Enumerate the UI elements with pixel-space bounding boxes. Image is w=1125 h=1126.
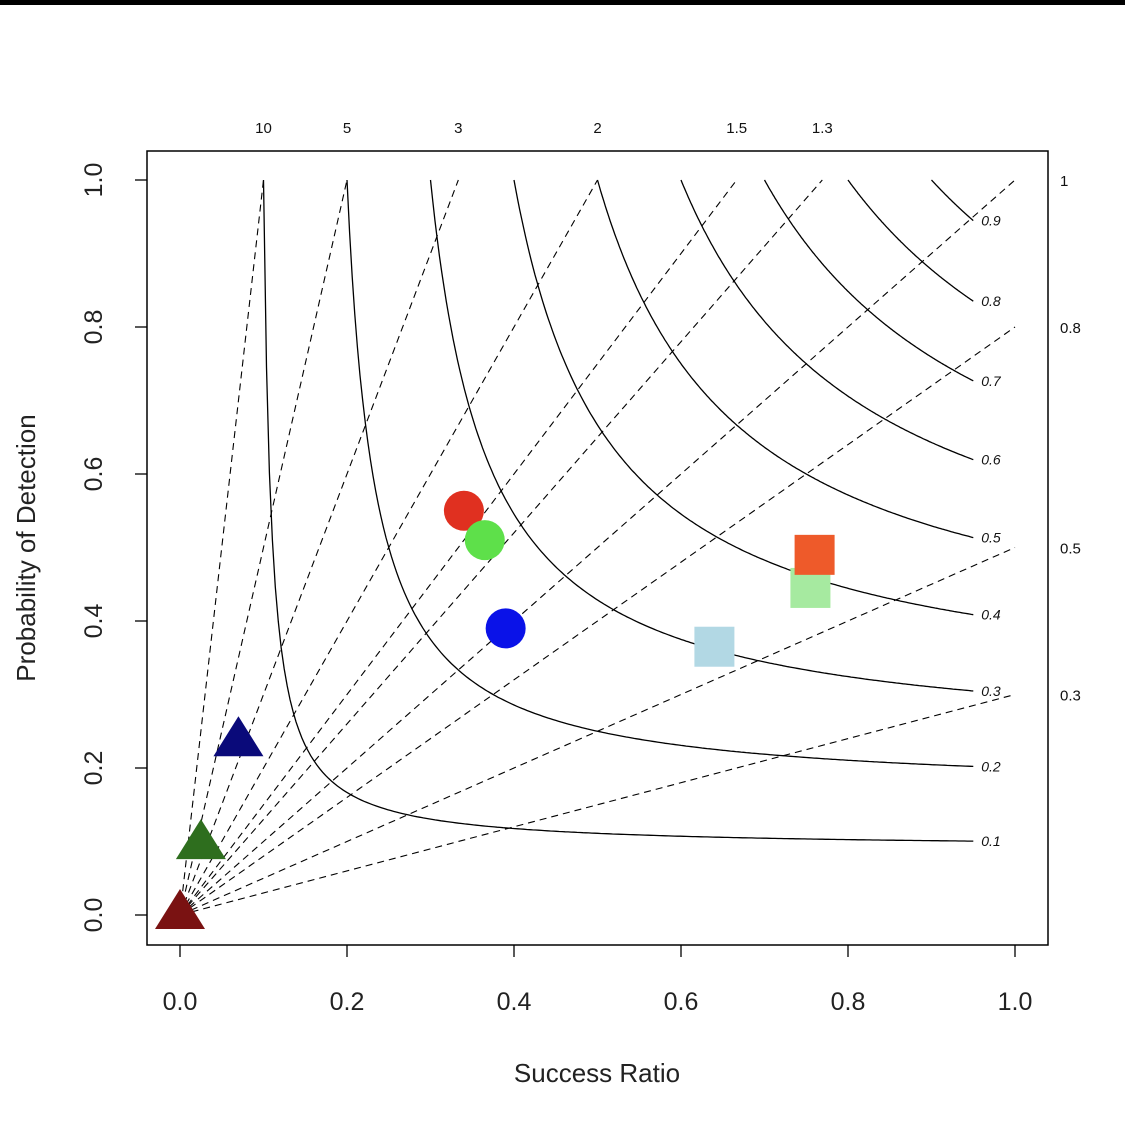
y-tick-label: 1.0 — [80, 163, 108, 198]
data-point-square-5 — [794, 534, 835, 575]
csi-contour-3 — [513, 179, 974, 616]
csi-contour-label: 0.2 — [981, 758, 1001, 774]
bias-line-3 — [179, 179, 598, 916]
y-axis-label: Probability of Detection — [11, 414, 41, 681]
bias-line-label: 1.3 — [812, 120, 833, 137]
top-border-bar — [0, 0, 1125, 5]
bias-line-6 — [179, 179, 1016, 916]
bias-line-label: 3 — [454, 120, 462, 137]
csi-contour-label: 0.8 — [981, 293, 1001, 309]
csi-contour-4 — [596, 179, 974, 539]
csi-contour-label: 0.9 — [981, 213, 1001, 229]
bias-line-2 — [179, 179, 459, 916]
data-point-circle-1 — [464, 520, 505, 561]
data-point-triangle-6 — [213, 716, 264, 757]
data-point-circle-2 — [485, 608, 526, 649]
bias-line-label: 1.5 — [726, 120, 747, 137]
y-tick-label: 0.0 — [80, 898, 108, 933]
csi-contour-label: 0.6 — [981, 452, 1001, 468]
csi-contours: 0.1 0.2 0.3 0.4 0.5 0.6 0.7 0.8 0.9 — [262, 179, 1002, 849]
csi-contour-label: 0.4 — [981, 607, 1001, 623]
csi-contour-0 — [262, 179, 974, 842]
bias-line-label: 0.3 — [1060, 688, 1081, 705]
bias-line-label: 0.5 — [1060, 541, 1081, 558]
bias-line-label: 0.8 — [1060, 320, 1081, 337]
bias-line-9 — [179, 693, 1016, 916]
bias-line-8 — [179, 546, 1016, 916]
x-tick-label: 0.2 — [330, 988, 365, 1016]
x-axis: 0.0 0.2 0.4 0.6 0.8 1.0 — [163, 945, 1033, 1016]
bias-lines: 10 5 3 2 1.5 1.3 1 0.8 0.5 0.3 — [179, 120, 1081, 916]
x-axis-label: Success Ratio — [514, 1058, 680, 1088]
bias-line-label: 10 — [255, 120, 272, 137]
csi-contour-6 — [763, 179, 974, 382]
data-point-circle-0 — [443, 490, 484, 531]
y-tick-label: 0.2 — [80, 751, 108, 786]
y-axis: 0.0 0.2 0.4 0.6 0.8 1.0 — [80, 163, 147, 933]
bias-line-4 — [179, 179, 738, 916]
csi-contour-8 — [931, 179, 974, 222]
bias-line-5 — [179, 179, 823, 916]
x-tick-label: 1.0 — [998, 988, 1033, 1016]
data-points — [155, 490, 835, 929]
csi-contour-label: 0.3 — [981, 683, 1001, 699]
csi-contour-5 — [680, 179, 974, 461]
data-point-triangle-8 — [155, 889, 205, 929]
bias-line-label: 2 — [593, 120, 601, 137]
x-tick-label: 0.8 — [831, 988, 866, 1016]
y-tick-label: 0.6 — [80, 457, 108, 492]
csi-contour-label: 0.1 — [981, 833, 1000, 849]
bias-line-7 — [179, 326, 1016, 916]
csi-contour-1 — [346, 179, 974, 768]
bias-line-label: 1 — [1060, 173, 1068, 190]
bias-line-label: 5 — [343, 120, 351, 137]
x-tick-label: 0.6 — [664, 988, 699, 1016]
csi-contour-label: 0.5 — [981, 530, 1001, 546]
y-tick-label: 0.8 — [80, 310, 108, 345]
x-tick-label: 0.4 — [497, 988, 532, 1016]
y-tick-label: 0.4 — [80, 604, 108, 639]
bias-line-1 — [179, 179, 348, 916]
data-point-square-3 — [694, 626, 735, 667]
data-point-triangle-7 — [175, 819, 226, 860]
csi-contour-7 — [847, 179, 974, 302]
x-tick-label: 0.0 — [163, 988, 198, 1016]
csi-contour-label: 0.7 — [981, 373, 1002, 389]
bias-line-0 — [179, 179, 265, 916]
plot-frame — [146, 150, 1049, 946]
